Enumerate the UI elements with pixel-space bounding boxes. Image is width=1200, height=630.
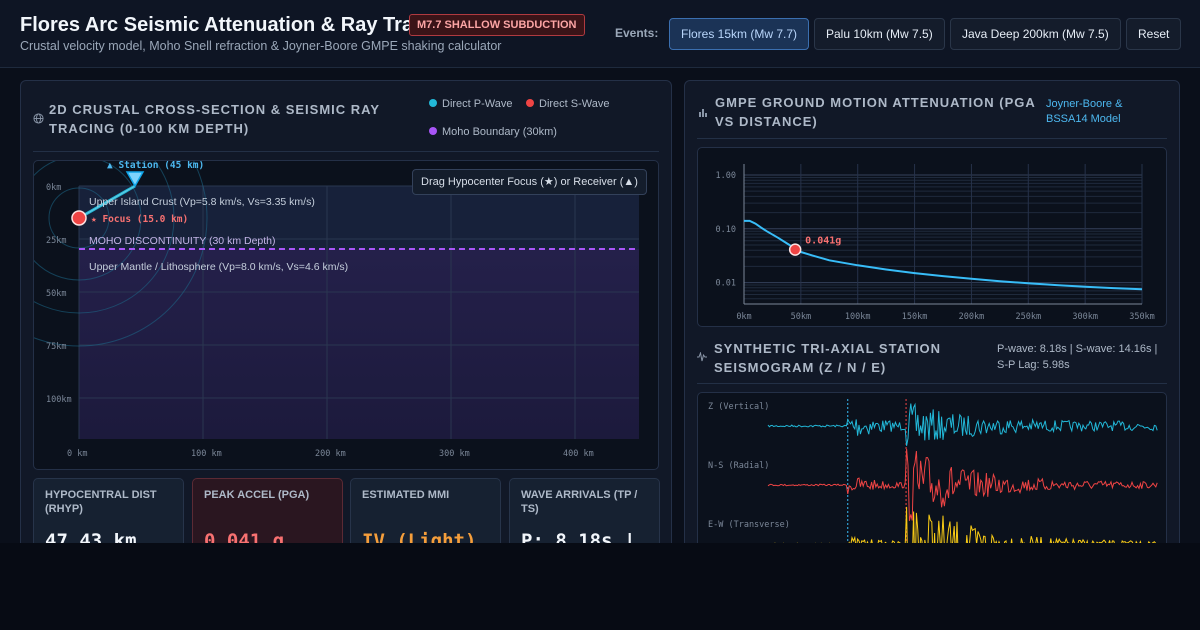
event-magnitude-badge: M7.7 SHALLOW SUBDUCTION [409,14,585,36]
seismogram-title: Synthetic Tri-Axial Station Seismogram (… [714,341,942,375]
distance-tick-400: 400 km [563,449,594,459]
station-receiver-marker[interactable] [125,171,145,188]
mantle-layer-label: Upper Mantle / Lithosphere (Vp=8.0 km/s,… [89,261,348,273]
trace-ew [774,506,1157,543]
cross-section-title: 2D Crustal Cross-Section & Seismic Ray T… [49,102,380,136]
cross-section-grid [78,185,639,439]
gmpe-y-tick: 0.10 [716,225,736,235]
card-value: P: 8.18s | [521,530,636,543]
gmpe-x-tick: 50km [791,312,811,322]
hypocenter-focus-marker[interactable] [71,210,87,226]
legend-s-dot [526,99,534,107]
gmpe-title: GMPE Ground Motion Attenuation (PGA vs D… [715,95,1036,129]
globe-icon [33,113,44,127]
legend-moho: Moho Boundary (30km) [429,126,557,138]
station-label: ▲ Station (45 km) [107,161,204,171]
card-label: ESTIMATED MMI [362,489,450,501]
gmpe-x-tick: 0km [736,312,751,322]
crust-layer-label: Upper Island Crust (Vp=5.8 km/s, Vs=3.35… [89,196,315,208]
mantle-layer [79,249,639,439]
channel-ew-label: E-W (Transverse) [708,520,790,530]
card-value: IV (Light) [362,530,477,543]
wavefront-rings [34,161,208,347]
gmpe-marker-label: 0.041g [805,236,841,247]
gmpe-curve [744,219,1143,291]
gmpe-x-tick: 200km [959,312,985,322]
card-label: PEAK ACCEL (PGA) [204,489,310,501]
bar-chart-icon [698,107,708,120]
depth-tick-75: 75km [46,342,66,352]
p-wave-ray [78,184,136,220]
event-flores-button[interactable]: Flores 15km (Mw 7.7) [669,18,810,50]
depth-tick-0: 0km [46,183,61,193]
distance-tick-200: 200 km [315,449,346,459]
cross-section-svg: ▲ Station (45 km) ★ Focus (15.0 km) Uppe… [34,161,639,459]
depth-tick-100: 100km [46,395,72,405]
channel-z-label: Z (Vertical) [708,402,769,412]
gmpe-grid [743,164,1143,305]
trace-z [767,402,1158,446]
card-peak-accel: PEAK ACCEL (PGA) 0.041 g [192,478,343,543]
distance-tick-100: 100 km [191,449,222,459]
event-palu-button[interactable]: Palu 10km (Mw 7.5) [814,18,945,50]
distance-tick-300: 300 km [439,449,470,459]
gmpe-model-link[interactable]: Joyner-Boore & BSSA14 Model [1046,98,1123,125]
app-subtitle: Crustal velocity model, Moho Snell refra… [20,39,502,53]
gmpe-y-tick: 1.00 [716,171,736,181]
cross-section-canvas[interactable]: ▲ Station (45 km) ★ Focus (15.0 km) Uppe… [33,160,659,470]
gmpe-x-tick: 300km [1072,312,1098,322]
card-label: WAVE ARRIVALS (TP / TS) [521,489,638,515]
legend-p-wave: Direct P-Wave [429,98,513,110]
channel-ns-label: N-S (Radial) [708,461,769,471]
distance-tick-0: 0 km [67,449,87,459]
gmpe-divider [697,138,1167,139]
gmpe-ticks: 0km 50km 100km 150km 200km 250km 300km 350km 1.0… [716,171,1155,322]
card-estimated-mmi: ESTIMATED MMI IV (Light) [350,478,501,543]
seismogram-stats: P-wave: 8.18s | S-wave: 14.16s | S-P Lag… [997,343,1158,371]
depth-tick-50: 50km [46,289,66,299]
seismogram-divider [697,383,1167,384]
seismogram-chart: Z (Vertical) N-S (Radial) E-W (Transvers… [697,392,1167,543]
gmpe-chart-svg: 0km 50km 100km 150km 200km 250km 300km 350km 1.0… [716,164,1155,322]
focus-label: ★ Focus (15.0 km) [91,214,188,225]
card-value: 0.041 g [204,530,285,543]
cross-section-divider [33,151,659,152]
legend-p-label: Direct P-Wave [442,98,513,110]
legend-moho-label: Moho Boundary (30km) [442,126,557,138]
legend-s-label: Direct S-Wave [539,98,610,110]
gmpe-x-tick: 100km [845,312,871,322]
gmpe-x-tick: 250km [1015,312,1041,322]
events-label: Events: [615,26,659,40]
event-java-deep-button[interactable]: Java Deep 200km (Mw 7.5) [950,18,1121,50]
legend-moho-dot [429,127,437,135]
depth-tick-25: 25km [46,236,66,246]
waveform-icon [697,351,707,365]
card-hypocentral-dist: HYPOCENTRAL DIST (RHYP) 47.43 km [33,478,184,543]
card-label: HYPOCENTRAL DIST (RHYP) [45,489,157,515]
gmpe-station-marker [788,243,802,256]
seismogram-svg: Z (Vertical) N-S (Radial) E-W (Transvers… [708,399,1158,543]
moho-layer-label: MOHO DISCONTINUITY (30 km Depth) [89,235,276,247]
gmpe-x-tick: 150km [902,312,928,322]
s-wave-ray [78,185,136,219]
gmpe-chart: 0km 50km 100km 150km 200km 250km 300km 350km 1.0… [697,147,1167,327]
reset-button[interactable]: Reset [1126,18,1182,50]
app-title: Flores Arc Seismic Attenuation & Ray Tra… [20,14,444,36]
gmpe-x-tick: 350km [1129,312,1155,322]
card-value: 47.43 km [45,530,137,543]
gmpe-y-tick: 0.01 [716,279,736,289]
trace-ns [767,448,1158,522]
app-viewport: Flores Arc Seismic Attenuation & Ray Tra… [0,0,1200,543]
top-header: Flores Arc Seismic Attenuation & Ray Tra… [0,0,1200,68]
drag-hint: Drag Hypocenter Focus (★) or Receiver (▲… [412,169,647,195]
legend-s-wave: Direct S-Wave [526,98,610,110]
legend-p-dot [429,99,437,107]
card-wave-arrivals: WAVE ARRIVALS (TP / TS) P: 8.18s | [509,478,660,543]
